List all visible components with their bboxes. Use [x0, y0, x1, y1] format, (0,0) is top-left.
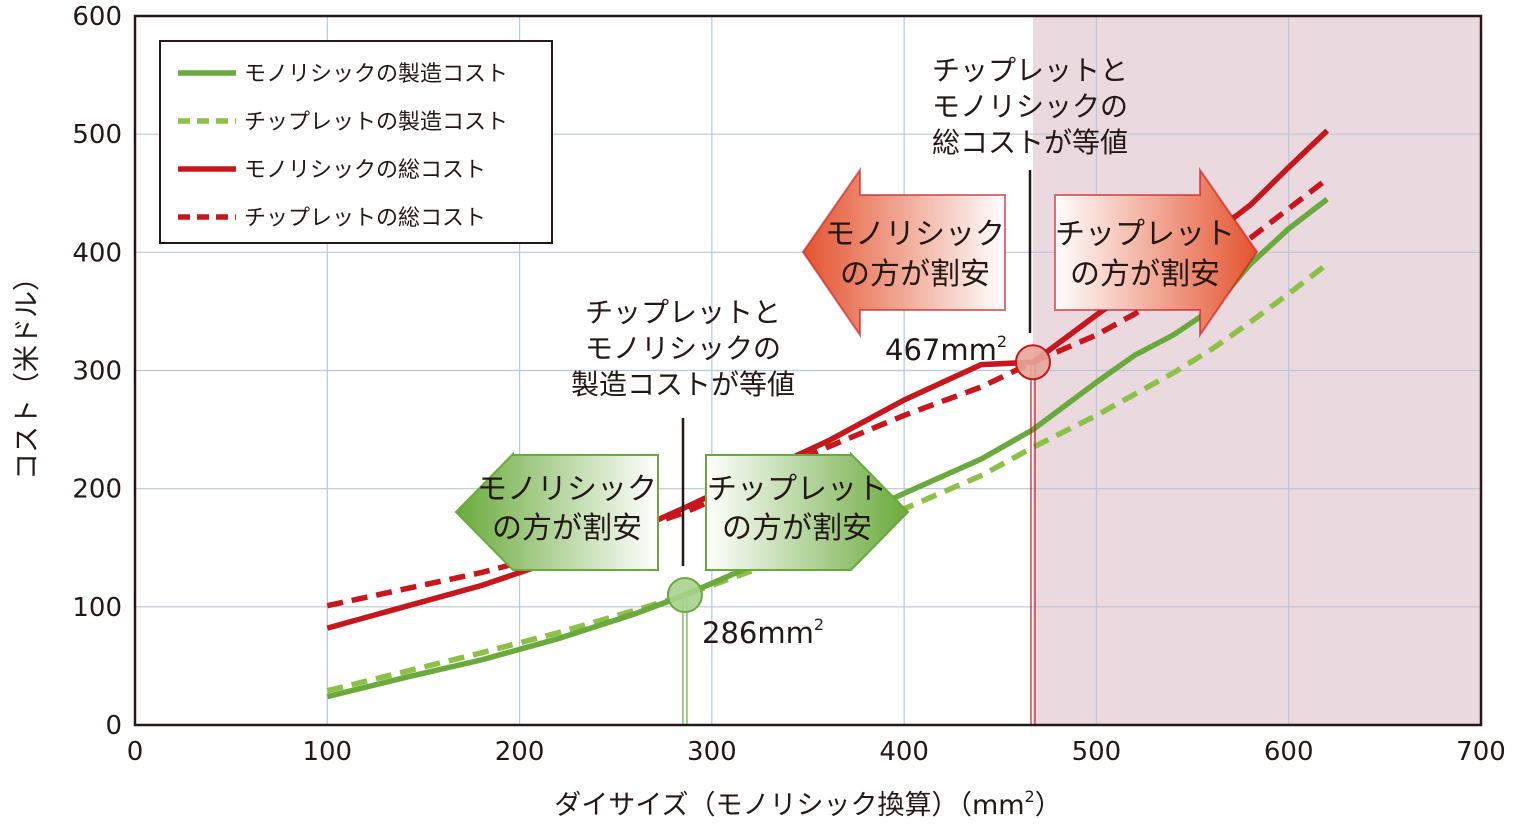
mfg-equal-line1: チップレットと — [585, 296, 781, 329]
x-tick-label: 300 — [687, 737, 737, 767]
legend-label: チップレットの総コスト — [244, 206, 486, 231]
x-axis-title: ダイサイズ（モノリシック換算）（mm2） — [554, 787, 1061, 821]
red-left-arrow-line1: モノリシック — [825, 217, 1005, 252]
x-tick-label: 0 — [127, 737, 144, 767]
red-left-arrow-line2: の方が割安 — [840, 257, 990, 292]
green-right-arrow-line1: チップレット — [707, 472, 887, 507]
legend-label: モノリシックの総コスト — [244, 158, 486, 183]
green-right-arrow-line2: の方が割安 — [722, 511, 872, 546]
markers — [666, 344, 1051, 614]
marker-label-286: 286mm2 — [702, 615, 824, 650]
red-right-arrow-line2: の方が割安 — [1070, 257, 1220, 292]
x-tick-label: 700 — [1456, 737, 1506, 767]
y-tick-label: 300 — [72, 357, 122, 387]
marker-lines — [682, 362, 1036, 725]
legend: モノリシックの製造コストチップレットの製造コストモノリシックの総コストチップレッ… — [159, 40, 553, 244]
x-tick-label: 100 — [302, 737, 352, 767]
red-right-arrow-line1: チップレット — [1055, 217, 1235, 252]
legend-label: チップレットの製造コスト — [244, 110, 508, 135]
y-tick-label: 600 — [72, 2, 122, 32]
green-left-arrow: モノリシック の方が割安 — [454, 451, 659, 571]
x-tick-label: 600 — [1264, 737, 1314, 767]
crossover-marker — [666, 577, 703, 614]
mfg-equal-line2: モノリシックの — [585, 332, 781, 365]
crossover-marker — [1014, 344, 1051, 381]
x-tick-label: 400 — [879, 737, 929, 767]
x-axis-ticks: 0 100 200 300 400 500 600 700 — [127, 737, 1506, 767]
x-tick-label: 500 — [1072, 737, 1122, 767]
y-tick-label: 500 — [72, 120, 122, 150]
series-line-2 — [326, 261, 1329, 694]
y-tick-label: 200 — [72, 475, 122, 505]
y-tick-label: 0 — [105, 711, 122, 741]
y-tick-label: 100 — [72, 593, 122, 623]
total-equal-annotation: チップレットと モノリシックの 総コストが等値 — [932, 54, 1128, 159]
legend-label: モノリシックの製造コスト — [244, 62, 508, 87]
total-equal-line3: 総コストが等値 — [932, 126, 1128, 159]
y-axis-title: コスト（米ドル） — [12, 264, 43, 480]
marker-label-467: 467mm2 — [885, 332, 1007, 367]
green-left-arrow-line1: モノリシック — [477, 472, 657, 507]
plot-frame — [133, 14, 1483, 727]
red-left-arrow: モノリシック の方が割安 — [801, 166, 1006, 339]
green-right-arrow: チップレット の方が割安 — [705, 451, 910, 571]
y-axis-ticks: 0 100 200 300 400 500 600 — [72, 2, 122, 741]
total-equal-line2: モノリシックの — [932, 90, 1128, 123]
x-tick-label: 200 — [495, 737, 545, 767]
green-left-arrow-line2: の方が割安 — [492, 511, 642, 546]
total-equal-line1: チップレットと — [932, 54, 1128, 87]
y-tick-label: 400 — [72, 238, 122, 268]
mfg-equal-line3: 製造コストが等値 — [571, 368, 795, 401]
mfg-equal-annotation: チップレットと モノリシックの 製造コストが等値 — [571, 296, 795, 401]
red-right-arrow: チップレット の方が割安 — [1054, 166, 1259, 339]
